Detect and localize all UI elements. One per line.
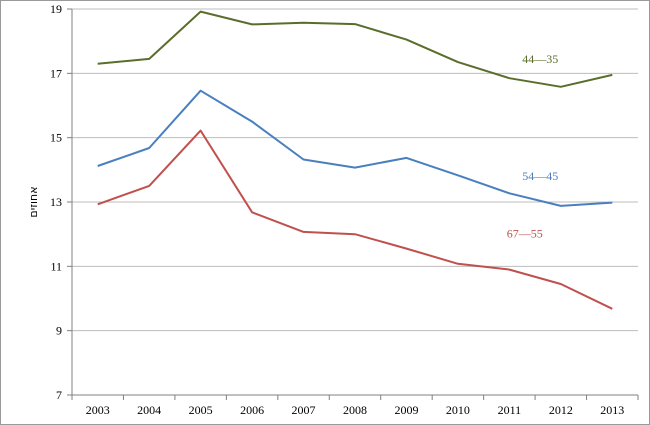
series-label-3: 67—55 xyxy=(507,227,543,241)
y-tick-label: 11 xyxy=(50,259,62,273)
x-tick-label: 2004 xyxy=(137,403,161,417)
y-axis-title: אחוזים xyxy=(27,186,40,217)
gridlines xyxy=(72,8,638,332)
series-line-2 xyxy=(97,89,613,207)
axes: 7 9 11 13 15 17 19 2003 2004 2005 2006 2007 2008 2009… xyxy=(50,2,639,417)
series-lines xyxy=(97,10,613,310)
x-tick-label: 2003 xyxy=(86,403,110,417)
x-tick-label: 2012 xyxy=(549,403,573,417)
series-label-1: 44—35 xyxy=(522,52,558,66)
x-tick-label: 2008 xyxy=(343,403,367,417)
y-tick-label: 19 xyxy=(50,2,62,16)
series-labels: 44—35 54—45 67—55 xyxy=(507,52,558,241)
y-tick-label: 7 xyxy=(56,388,62,402)
y-tick-label: 13 xyxy=(50,195,62,209)
x-tick-label: 2010 xyxy=(446,403,470,417)
x-tick-label: 2009 xyxy=(394,403,418,417)
x-tick-label: 2013 xyxy=(600,403,624,417)
x-tick-label: 2011 xyxy=(498,403,522,417)
x-tick-label: 2005 xyxy=(189,403,213,417)
x-tick-label: 2007 xyxy=(292,403,316,417)
series-label-2: 54—45 xyxy=(522,169,558,183)
y-tick-label: 15 xyxy=(50,131,62,145)
x-tick-label: 2006 xyxy=(240,403,264,417)
y-tick-label: 17 xyxy=(50,66,62,80)
series-line-3 xyxy=(97,129,613,310)
series-line-1 xyxy=(97,10,613,88)
y-tick-label: 9 xyxy=(56,324,62,338)
